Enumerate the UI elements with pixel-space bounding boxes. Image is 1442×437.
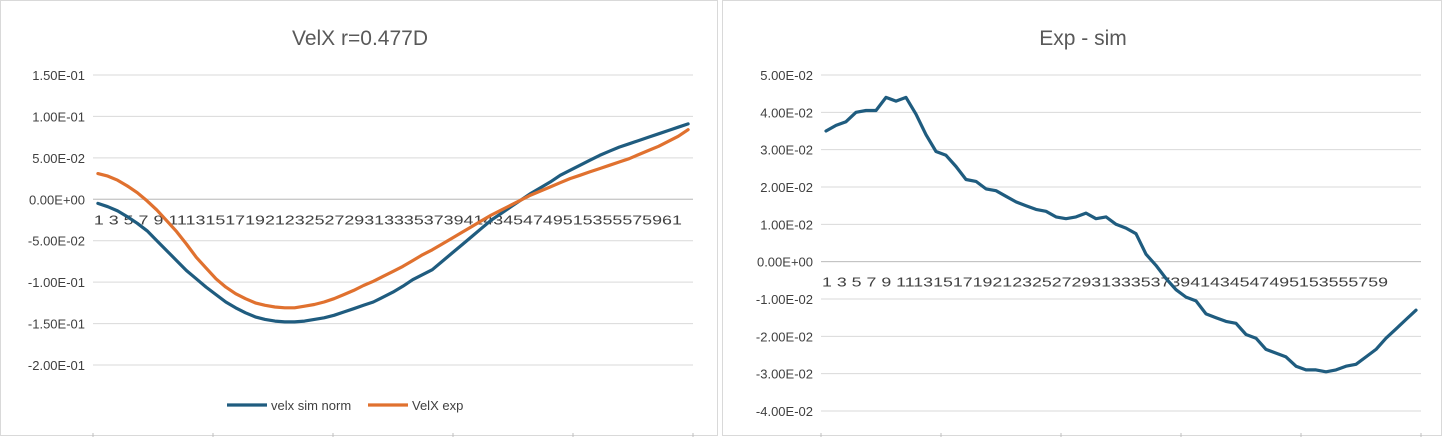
y-tick-label: -1.00E-02	[756, 292, 813, 307]
y-tick-label: 1.50E-01	[32, 68, 85, 83]
series-line-0	[824, 95, 1418, 374]
legend-label: velx sim norm	[271, 398, 351, 413]
y-tick-label: -3.00E-02	[756, 367, 813, 382]
series-line-0	[96, 122, 690, 324]
velx-chart-svg: VelX r=0.477D 1.50E-01 1.00E-01 5.00E-02 0.…	[28, 27, 694, 437]
y-tick-label: -5.00E-02	[28, 234, 85, 249]
x-category-labels: 1 3 5 7 9 111315171921232527293133353739…	[94, 212, 682, 227]
series-line-1	[96, 128, 690, 310]
y-tick-label: -2.00E-02	[756, 329, 813, 344]
y-tick-label: 5.00E-02	[32, 151, 85, 166]
y-tick-label: 5.00E-02	[760, 68, 813, 83]
y-tick-label: 1.00E-02	[760, 217, 813, 232]
y-tick-label: 1.00E-01	[32, 109, 85, 124]
chart-title: Exp - sim	[1039, 27, 1127, 50]
chart-title: VelX r=0.477D	[292, 27, 428, 50]
y-tick-label: 0.00E+00	[757, 255, 813, 270]
y-tick-label: -4.00E-02	[756, 404, 813, 419]
legend-label: VelX exp	[412, 398, 463, 413]
legend-item: velx sim norm	[227, 398, 351, 413]
x-category-labels: 1 3 5 7 9 111315171921232527293133353739…	[822, 275, 1388, 290]
y-tick-label: -1.50E-01	[28, 317, 85, 332]
y-tick-label: 0.00E+00	[29, 192, 85, 207]
y-tick-label: 2.00E-02	[760, 180, 813, 195]
chart-panel-exp-sim: Exp - sim 5.00E-02 4.00E-02 3.00E-02 2.00E-…	[722, 0, 1442, 437]
y-tick-label: -2.00E-01	[28, 358, 85, 373]
legend-item: VelX exp	[368, 398, 463, 413]
y-tick-label: 4.00E-02	[760, 105, 813, 120]
exp-sim-chart-svg: Exp - sim 5.00E-02 4.00E-02 3.00E-02 2.00E-…	[756, 27, 1422, 437]
y-tick-label: -1.00E-01	[28, 275, 85, 290]
chart-panel-velx: VelX r=0.477D 1.50E-01 1.00E-01 5.00E-02 0.…	[0, 0, 718, 437]
y-tick-label: 3.00E-02	[760, 143, 813, 158]
